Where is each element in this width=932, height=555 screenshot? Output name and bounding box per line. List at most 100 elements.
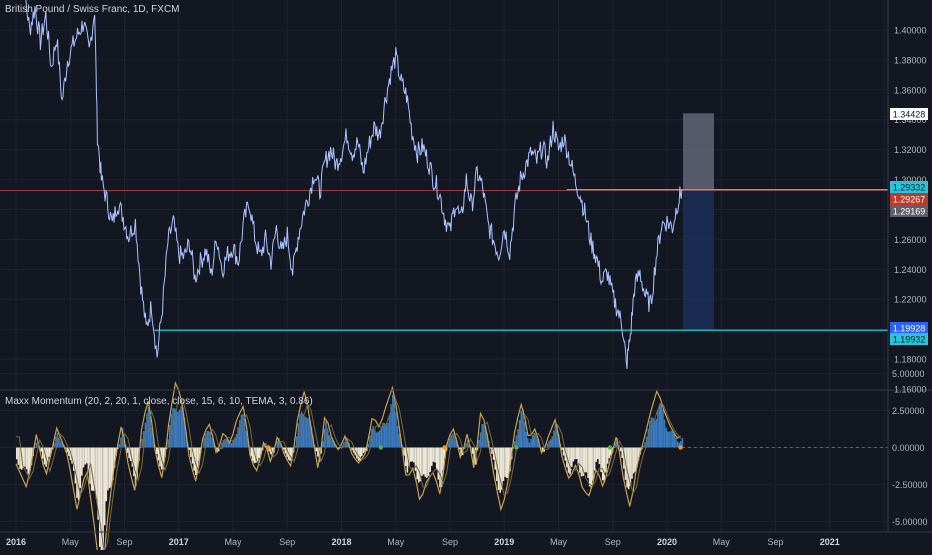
projection-target-zone[interactable] — [683, 113, 714, 189]
momentum-tick-label[interactable]: 0.00000 — [892, 443, 925, 453]
momentum-bar — [595, 448, 597, 462]
indicator-legend[interactable]: Maxx Momentum (20, 2, 20, 1, close, clos… — [5, 396, 313, 407]
momentum-bar — [412, 448, 414, 462]
momentum-bar — [389, 416, 391, 448]
momentum-bar — [376, 433, 378, 448]
momentum-bar — [211, 438, 213, 448]
momentum-bar — [329, 435, 331, 447]
momentum-signal-dot — [678, 445, 682, 449]
momentum-bar — [656, 419, 658, 448]
momentum-bar — [368, 444, 370, 448]
time-axis-label[interactable]: Sep — [116, 537, 132, 547]
momentum-bar — [259, 448, 261, 459]
time-axis-label[interactable]: May — [713, 537, 731, 547]
price-tick-label[interactable]: 1.40000 — [894, 26, 927, 36]
momentum-bar — [592, 448, 594, 481]
momentum-bar — [525, 432, 527, 447]
momentum-bar — [276, 441, 278, 447]
momentum-bar — [586, 448, 588, 473]
time-axis-label[interactable]: Sep — [279, 537, 295, 547]
price-tick-label[interactable]: 1.16000 — [894, 385, 927, 395]
time-axis-label[interactable]: May — [224, 537, 242, 547]
momentum-bar — [127, 448, 129, 453]
price-tick-label[interactable]: 1.22000 — [894, 295, 927, 305]
time-axis-label[interactable]: 2018 — [331, 537, 351, 547]
momentum-bar — [16, 448, 18, 460]
momentum-bar — [591, 448, 593, 489]
time-axis-label[interactable]: Sep — [442, 537, 458, 547]
time-axis-label[interactable]: Sep — [767, 537, 783, 547]
time-axis-label[interactable]: 2021 — [820, 537, 840, 547]
time-axis-label[interactable]: 2020 — [657, 537, 677, 547]
time-axis-label[interactable]: 2016 — [6, 537, 26, 547]
projection-stop-zone[interactable] — [683, 190, 714, 331]
momentum-bar — [86, 448, 88, 464]
price-tick-label[interactable]: 1.38000 — [894, 55, 927, 65]
time-axis-label[interactable]: 2017 — [169, 537, 189, 547]
time-axis-label[interactable]: May — [550, 537, 568, 547]
momentum-tick-label[interactable]: -2.50000 — [892, 480, 928, 490]
time-axis-label[interactable]: 2019 — [494, 537, 514, 547]
momentum-bar — [241, 415, 243, 448]
momentum-bar — [478, 440, 480, 448]
momentum-bar — [662, 410, 664, 448]
momentum-tick-label[interactable]: 2.50000 — [892, 406, 925, 416]
price-tick-label[interactable]: 1.24000 — [894, 265, 927, 275]
momentum-bar — [433, 448, 435, 462]
momentum-bar — [581, 448, 583, 477]
momentum-tick-label[interactable]: -5.00000 — [892, 517, 928, 527]
momentum-bar — [587, 448, 589, 479]
momentum-bar — [283, 448, 285, 450]
momentum-bar — [250, 448, 252, 457]
momentum-signal-dot — [608, 445, 612, 449]
projection-box[interactable] — [683, 113, 714, 330]
momentum-bar — [190, 448, 192, 458]
momentum-bar — [576, 448, 578, 460]
momentum-bar — [382, 423, 384, 448]
momentum-bar — [563, 448, 565, 456]
momentum-bar — [574, 448, 576, 460]
momentum-bar — [594, 448, 596, 471]
price-tick-label[interactable]: 1.18000 — [894, 355, 927, 365]
momentum-bar — [604, 448, 606, 483]
momentum-bar — [561, 448, 563, 451]
momentum-bar — [296, 436, 298, 447]
time-axis-label[interactable]: Sep — [605, 537, 621, 547]
momentum-bar — [429, 448, 431, 472]
price-tick-label[interactable]: 1.26000 — [894, 235, 927, 245]
time-axis-label[interactable]: May — [387, 537, 405, 547]
momentum-bar — [285, 448, 287, 454]
momentum-bar — [472, 448, 474, 454]
momentum-bar — [634, 448, 636, 472]
momentum-bar — [210, 432, 212, 447]
symbol-title[interactable]: British Pound / Swiss Franc, 1D, FXCM — [5, 4, 180, 15]
momentum-bar — [438, 448, 440, 480]
momentum-bar — [657, 410, 659, 448]
price-badge-label: 1.29332 — [893, 183, 926, 193]
momentum-tick-label[interactable]: 5.00000 — [892, 369, 925, 379]
momentum-bar — [416, 448, 418, 480]
price-badge-label: 1.34428 — [893, 110, 926, 120]
momentum-bar — [306, 418, 308, 448]
price-tick-label[interactable]: 1.36000 — [894, 85, 927, 95]
momentum-bar — [569, 448, 571, 475]
momentum-bar — [503, 448, 505, 482]
time-axis-label[interactable]: May — [62, 537, 80, 547]
momentum-bar — [555, 424, 557, 447]
momentum-bar — [418, 448, 420, 483]
price-badge-label: 1.29267 — [893, 195, 926, 205]
momentum-bar — [530, 439, 532, 448]
momentum-bar — [133, 448, 135, 477]
momentum-bar — [81, 448, 83, 476]
momentum-bar — [106, 448, 108, 502]
momentum-bar — [60, 441, 62, 447]
momentum-bar — [534, 433, 536, 447]
momentum-signal-dot — [442, 445, 446, 449]
momentum-bar — [669, 432, 671, 448]
price-badge-label: 1.29169 — [893, 207, 926, 217]
price-tick-label[interactable]: 1.32000 — [894, 145, 927, 155]
momentum-bar — [167, 439, 169, 447]
momentum-bar — [231, 443, 233, 447]
